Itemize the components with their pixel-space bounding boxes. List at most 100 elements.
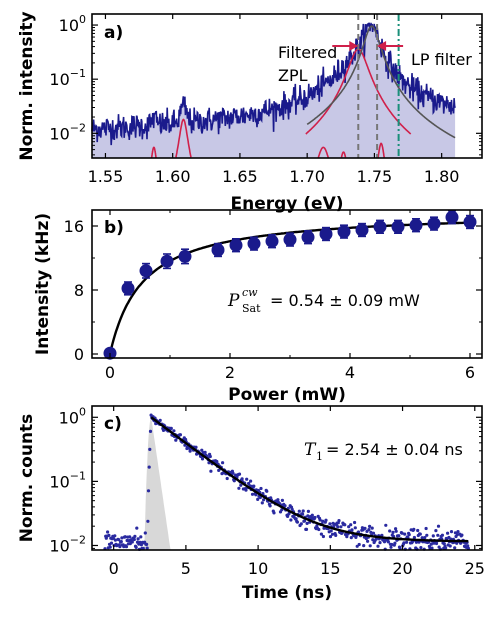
decay-point xyxy=(371,531,376,535)
decay-point xyxy=(262,498,266,502)
decay-point xyxy=(200,457,205,461)
decay-point xyxy=(455,533,459,537)
decay-point xyxy=(402,541,406,545)
decay-point xyxy=(380,533,384,537)
t1-subscript: 1 xyxy=(316,450,323,463)
decay-point xyxy=(384,523,388,527)
decay-point xyxy=(200,448,204,452)
decay-point xyxy=(378,541,382,545)
decay-point xyxy=(417,540,421,544)
data-point xyxy=(445,210,459,224)
x-tick-label: 1.70 xyxy=(289,167,325,186)
panel-a-ylabel: Norm. intensity xyxy=(17,11,37,160)
x-tick-label: 6 xyxy=(465,363,475,382)
t1-symbol: T xyxy=(304,440,317,460)
decay-point xyxy=(249,479,253,483)
decay-point xyxy=(405,540,409,544)
decay-point xyxy=(313,515,317,520)
decay-point xyxy=(245,477,249,481)
decay-point xyxy=(356,530,361,534)
decay-point xyxy=(382,540,387,544)
decay-point xyxy=(203,450,207,454)
data-point xyxy=(265,234,279,248)
decay-point xyxy=(436,533,440,537)
decay-point xyxy=(368,524,372,529)
data-point xyxy=(139,264,153,278)
decay-point xyxy=(289,518,293,522)
decay-fit-line xyxy=(150,416,469,543)
decay-point xyxy=(407,533,411,537)
decay-point xyxy=(324,518,328,522)
y-tick-label: 100 xyxy=(59,13,86,35)
decay-point xyxy=(135,526,139,530)
decay-point xyxy=(145,546,149,550)
panel-b: 0 2 4 6 0 8 16 b) Power (mW) Intensity (kHz) P… xyxy=(33,209,483,405)
decay-point xyxy=(268,504,272,508)
decay-point xyxy=(466,544,470,548)
decay-point xyxy=(237,486,241,490)
t1-value: = 2.54 ± 0.04 ns xyxy=(326,440,463,459)
arrow-left-head xyxy=(349,41,359,51)
decay-point xyxy=(321,534,325,539)
decay-point xyxy=(209,469,213,473)
decay-point xyxy=(431,534,435,538)
decay-point xyxy=(400,531,404,535)
decay-point xyxy=(132,537,136,542)
lorentzian-component xyxy=(340,151,347,158)
y-tick-label: 0 xyxy=(74,345,84,364)
x-tick-label: 1.75 xyxy=(357,167,393,186)
spectrum-line xyxy=(91,21,456,146)
filter-arrows xyxy=(332,41,404,51)
data-point xyxy=(211,243,225,257)
decay-point xyxy=(145,542,149,547)
decay-point xyxy=(328,522,332,526)
lorentzian-component xyxy=(150,146,157,159)
x-tick-label: 2 xyxy=(225,363,235,382)
decay-point xyxy=(304,527,309,532)
decay-point xyxy=(418,532,422,536)
decay-point xyxy=(321,519,325,523)
data-point xyxy=(409,218,423,232)
decay-point xyxy=(390,542,394,547)
decay-point xyxy=(362,544,366,548)
decay-point xyxy=(117,538,121,542)
decay-point xyxy=(446,531,450,535)
decay-point xyxy=(239,483,243,487)
decay-point xyxy=(107,533,111,538)
decay-point xyxy=(412,535,416,540)
decay-point xyxy=(146,519,150,523)
lorentzian-component xyxy=(377,142,385,158)
decay-point xyxy=(349,523,353,527)
decay-point xyxy=(339,525,343,529)
data-point xyxy=(160,254,174,268)
data-point xyxy=(178,249,192,263)
decay-point xyxy=(265,489,269,493)
decay-point xyxy=(231,471,235,475)
panel-a: 1.55 1.60 1.65 1.70 1.75 1.80 10−2 10−1 100 a) E… xyxy=(17,11,483,214)
decay-point xyxy=(138,540,142,544)
panel-b-label: b) xyxy=(104,218,124,238)
decay-point xyxy=(221,461,225,465)
decay-point xyxy=(393,541,397,545)
decay-point xyxy=(357,542,361,547)
decay-point xyxy=(448,544,452,548)
decay-point xyxy=(169,426,173,430)
decay-point xyxy=(353,520,357,525)
data-point xyxy=(373,220,387,234)
panel-a-ticks: 1.55 1.60 1.65 1.70 1.75 1.80 10−2 10−1 100 xyxy=(49,13,482,186)
psat-superscript: cw xyxy=(242,286,258,299)
decay-point xyxy=(391,530,395,535)
decay-point xyxy=(315,524,319,528)
irf-fill xyxy=(141,417,175,550)
decay-point xyxy=(414,540,418,544)
lorentzian-component xyxy=(175,118,192,158)
x-tick-label: 1.60 xyxy=(155,167,191,186)
decay-point xyxy=(412,527,416,532)
decay-point xyxy=(133,534,137,539)
decay-point xyxy=(172,429,176,433)
decay-point xyxy=(286,514,290,519)
decay-point xyxy=(108,545,112,549)
decay-point xyxy=(106,530,110,534)
panel-b-ylabel: Intensity (kHz) xyxy=(33,213,53,355)
